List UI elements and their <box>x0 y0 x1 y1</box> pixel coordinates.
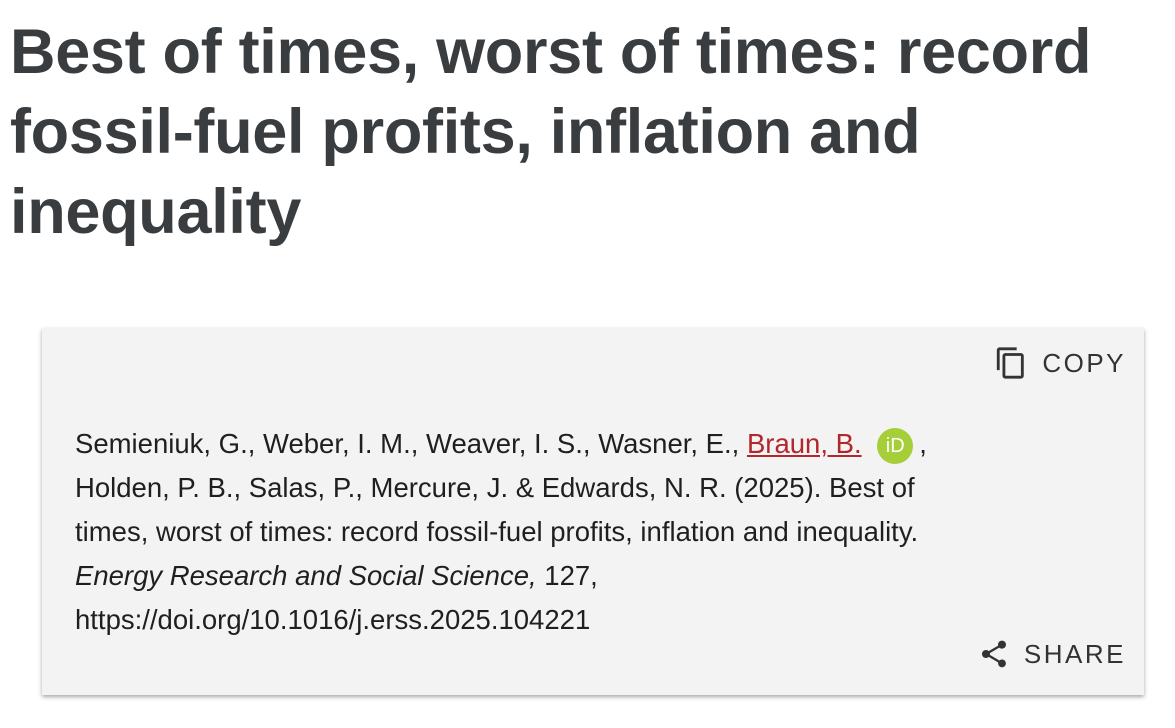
copy-label: COPY <box>1042 347 1126 378</box>
citation-text: Semieniuk, G., Weber, I. M., Weaver, I. … <box>75 422 975 642</box>
authors: Semieniuk, G., Weber, I. M., Weaver, I. … <box>75 428 740 459</box>
journal: Energy Research and Social Science, <box>75 560 537 591</box>
citation-card: COPY Semieniuk, G., Weber, I. M., Weaver… <box>42 328 1144 695</box>
share-icon <box>981 640 1006 668</box>
volume-doi: 127, https://doi.org/10.1016/j.erss.2025… <box>75 560 598 635</box>
authors: , Holden, P. B., Salas, P., Mercure, J. … <box>75 428 927 547</box>
share-label: SHARE <box>1023 638 1126 669</box>
copy-button[interactable]: COPY <box>994 344 1126 382</box>
copy-icon <box>997 347 1025 379</box>
share-button[interactable]: SHARE <box>978 638 1126 670</box>
orcid-icon[interactable]: iD <box>877 427 914 464</box>
article-title: Best of times, worst of times: record fo… <box>10 17 1092 247</box>
author-link[interactable]: Braun, B. <box>746 428 862 459</box>
